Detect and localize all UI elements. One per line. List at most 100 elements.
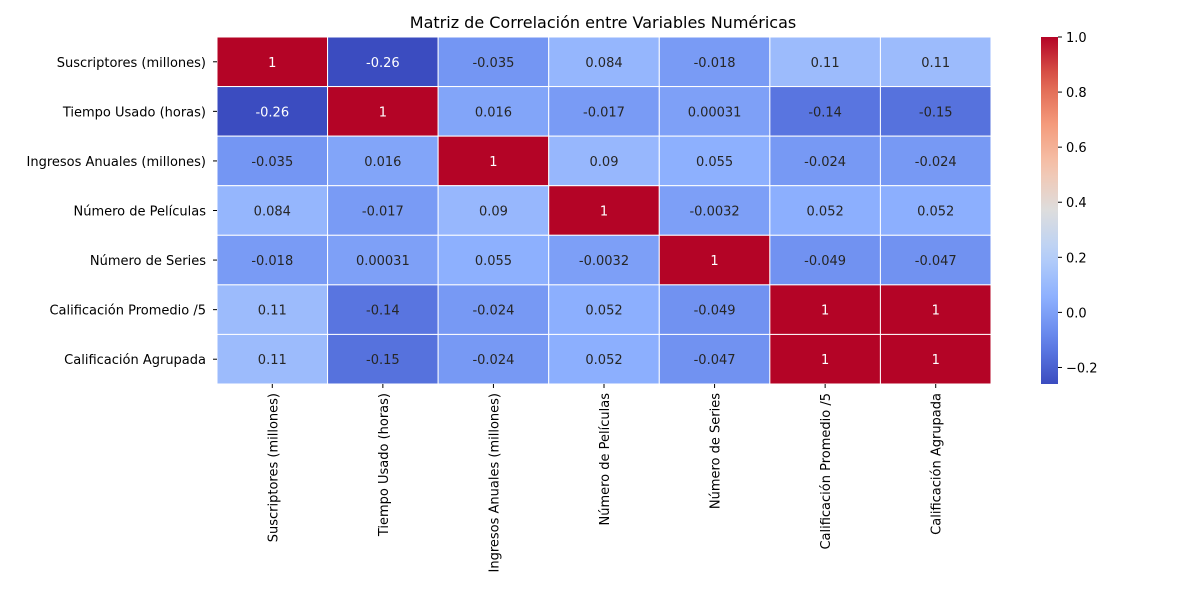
cell-value-label: 0.11 (921, 56, 950, 71)
cell-value-label: -0.018 (694, 56, 736, 71)
row-tick-label: Ingresos Anuales (millones) (27, 155, 206, 170)
cell-value-label: -0.0032 (579, 254, 629, 269)
heatmap-cell (658, 333, 771, 385)
heatmap-cell (216, 185, 329, 236)
cell-value-label: -0.024 (472, 353, 514, 368)
row-tick-label: Calificación Promedio /5 (49, 304, 206, 319)
heatmap-cell (769, 135, 881, 187)
heatmap-cell (216, 333, 329, 385)
column-tick-label: Número de Series (709, 393, 724, 509)
heatmap-cell (437, 234, 550, 286)
colorbar-tick-label: 0.4 (1066, 196, 1087, 211)
colorbar-tick-label: 0.8 (1066, 86, 1087, 101)
cell-value-label: 1 (821, 304, 829, 319)
heatmap-cell (327, 135, 439, 187)
column-tick-label: Calificación Agrupada (930, 393, 945, 535)
cell-value-label: 0.016 (475, 105, 512, 120)
heatmap-cell (437, 284, 550, 335)
cell-value-label: 1 (710, 254, 718, 269)
heatmap-cell (769, 185, 881, 236)
cell-value-label: -0.14 (808, 105, 842, 120)
heatmap-cell (548, 185, 660, 236)
cell-value-label: -0.15 (366, 353, 400, 368)
cell-value-label: 0.11 (258, 304, 287, 319)
heatmap-cell (879, 86, 992, 137)
cell-value-label: 0.09 (479, 205, 508, 220)
heatmap-cell (548, 36, 660, 88)
heatmap-cell (548, 333, 660, 385)
cell-value-label: 0.00031 (356, 254, 410, 269)
cell-value-label: 0.084 (585, 56, 622, 71)
heatmap-cell (327, 36, 439, 88)
column-tick-label: Tiempo Usado (horas) (377, 393, 392, 537)
cell-value-label: 0.00031 (688, 105, 742, 120)
heatmap-cell (216, 284, 329, 335)
heatmap-cell (658, 284, 771, 335)
heatmap-cell (437, 135, 550, 187)
cell-value-label: 1 (489, 155, 497, 170)
cell-value-label: -0.049 (804, 254, 846, 269)
cell-value-label: -0.024 (804, 155, 846, 170)
cell-value-label: 1 (821, 353, 829, 368)
cell-value-label: 1 (932, 304, 940, 319)
colorbar-tick-label: 0.2 (1066, 251, 1087, 266)
heatmap-cell (879, 284, 992, 335)
colorbar-tick-label: 0.0 (1066, 306, 1087, 321)
colorbar-tick-label: 0.6 (1066, 141, 1087, 156)
heatmap-cell (658, 86, 771, 137)
heatmap-cell (769, 36, 881, 88)
colorbar-gradient (1041, 37, 1058, 384)
row-tick-label: Tiempo Usado (horas) (62, 105, 206, 120)
column-tick-label: Número de Películas (598, 393, 613, 526)
cell-value-label: 0.052 (585, 353, 622, 368)
colorbar-tick-label: −0.2 (1066, 361, 1098, 376)
heatmap-cell (327, 284, 439, 335)
cell-value-label: -0.0032 (689, 205, 739, 220)
heatmap-cell (769, 333, 881, 385)
cell-value-label: 0.052 (807, 205, 844, 220)
cell-value-label: -0.15 (919, 105, 953, 120)
cell-value-label: -0.26 (366, 56, 400, 71)
heatmap-cell (327, 185, 439, 236)
cell-value-label: 0.11 (258, 353, 287, 368)
heatmap-cell (216, 234, 329, 286)
cell-value-label: -0.017 (583, 105, 625, 120)
row-tick-label: Número de Películas (74, 205, 207, 220)
heatmap-cell (548, 135, 660, 187)
row-tick-labels: Suscriptores (millones) Tiempo Usado (hor… (27, 56, 217, 368)
heatmap-cell (879, 135, 992, 187)
heatmap-cell (879, 185, 992, 236)
cell-value-label: 0.11 (811, 56, 840, 71)
heatmap-cell (879, 333, 992, 385)
cell-value-label: -0.035 (472, 56, 514, 71)
column-tick-label: Calificación Promedio /5 (819, 393, 834, 550)
cell-value-label: 1 (268, 56, 276, 71)
colorbar-tick-label: 1.0 (1066, 31, 1087, 46)
heatmap-cell (437, 36, 550, 88)
row-tick-label: Número de Series (90, 254, 206, 269)
cell-value-label: 1 (379, 105, 387, 120)
cell-value-label: -0.017 (362, 205, 404, 220)
column-tick-label: Suscriptores (millones) (266, 393, 281, 542)
row-tick-label: Calificación Agrupada (64, 353, 206, 368)
cell-value-label: 0.09 (590, 155, 619, 170)
cell-value-label: -0.035 (251, 155, 293, 170)
row-tick-label: Suscriptores (millones) (57, 56, 206, 71)
cell-value-label: -0.024 (915, 155, 957, 170)
colorbar: −0.2 0.0 0.2 0.4 0.6 0.8 1.0 (1041, 31, 1098, 384)
cell-value-label: 0.052 (585, 304, 622, 319)
heatmap-cell (437, 333, 550, 385)
cell-value-label: -0.047 (694, 353, 736, 368)
cell-value-label: -0.049 (694, 304, 736, 319)
heatmap-cells: 1 -0.26 -0.035 0.084 -0.018 0.11 0.11 -0.26 1 0.0… (216, 36, 992, 385)
cell-value-label: 0.055 (475, 254, 512, 269)
cell-value-label: 1 (932, 353, 940, 368)
cell-value-label: -0.024 (472, 304, 514, 319)
heatmap-cell (548, 284, 660, 335)
chart-title: Matriz de Correlación entre Variables Nu… (410, 13, 796, 32)
cell-value-label: 0.052 (917, 205, 954, 220)
heatmap-cell (437, 86, 550, 137)
cell-value-label: -0.018 (251, 254, 293, 269)
